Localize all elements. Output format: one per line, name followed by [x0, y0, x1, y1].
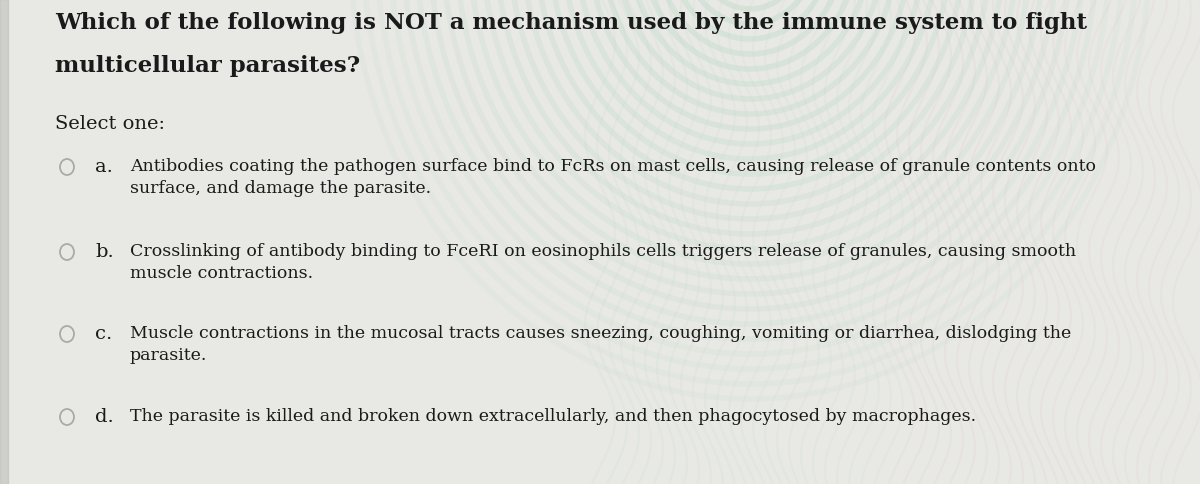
Text: parasite.: parasite.	[130, 346, 208, 363]
Text: Antibodies coating the pathogen surface bind to FcRs on mast cells, causing rele: Antibodies coating the pathogen surface …	[130, 158, 1096, 175]
Text: a.: a.	[95, 158, 113, 176]
Text: surface, and damage the parasite.: surface, and damage the parasite.	[130, 180, 431, 197]
Text: c.: c.	[95, 324, 113, 342]
Text: Crosslinking of antibody binding to FceRI on eosinophils cells triggers release : Crosslinking of antibody binding to FceR…	[130, 242, 1076, 259]
Text: The parasite is killed and broken down extracellularly, and then phagocytosed by: The parasite is killed and broken down e…	[130, 407, 976, 424]
Text: muscle contractions.: muscle contractions.	[130, 264, 313, 281]
Text: Muscle contractions in the mucosal tracts causes sneezing, coughing, vomiting or: Muscle contractions in the mucosal tract…	[130, 324, 1072, 341]
Text: b.: b.	[95, 242, 114, 260]
Text: Select one:: Select one:	[55, 115, 166, 133]
Text: multicellular parasites?: multicellular parasites?	[55, 55, 360, 77]
Text: d.: d.	[95, 407, 114, 425]
Text: Which of the following is NOT a mechanism used by the immune system to fight: Which of the following is NOT a mechanis…	[55, 12, 1087, 34]
